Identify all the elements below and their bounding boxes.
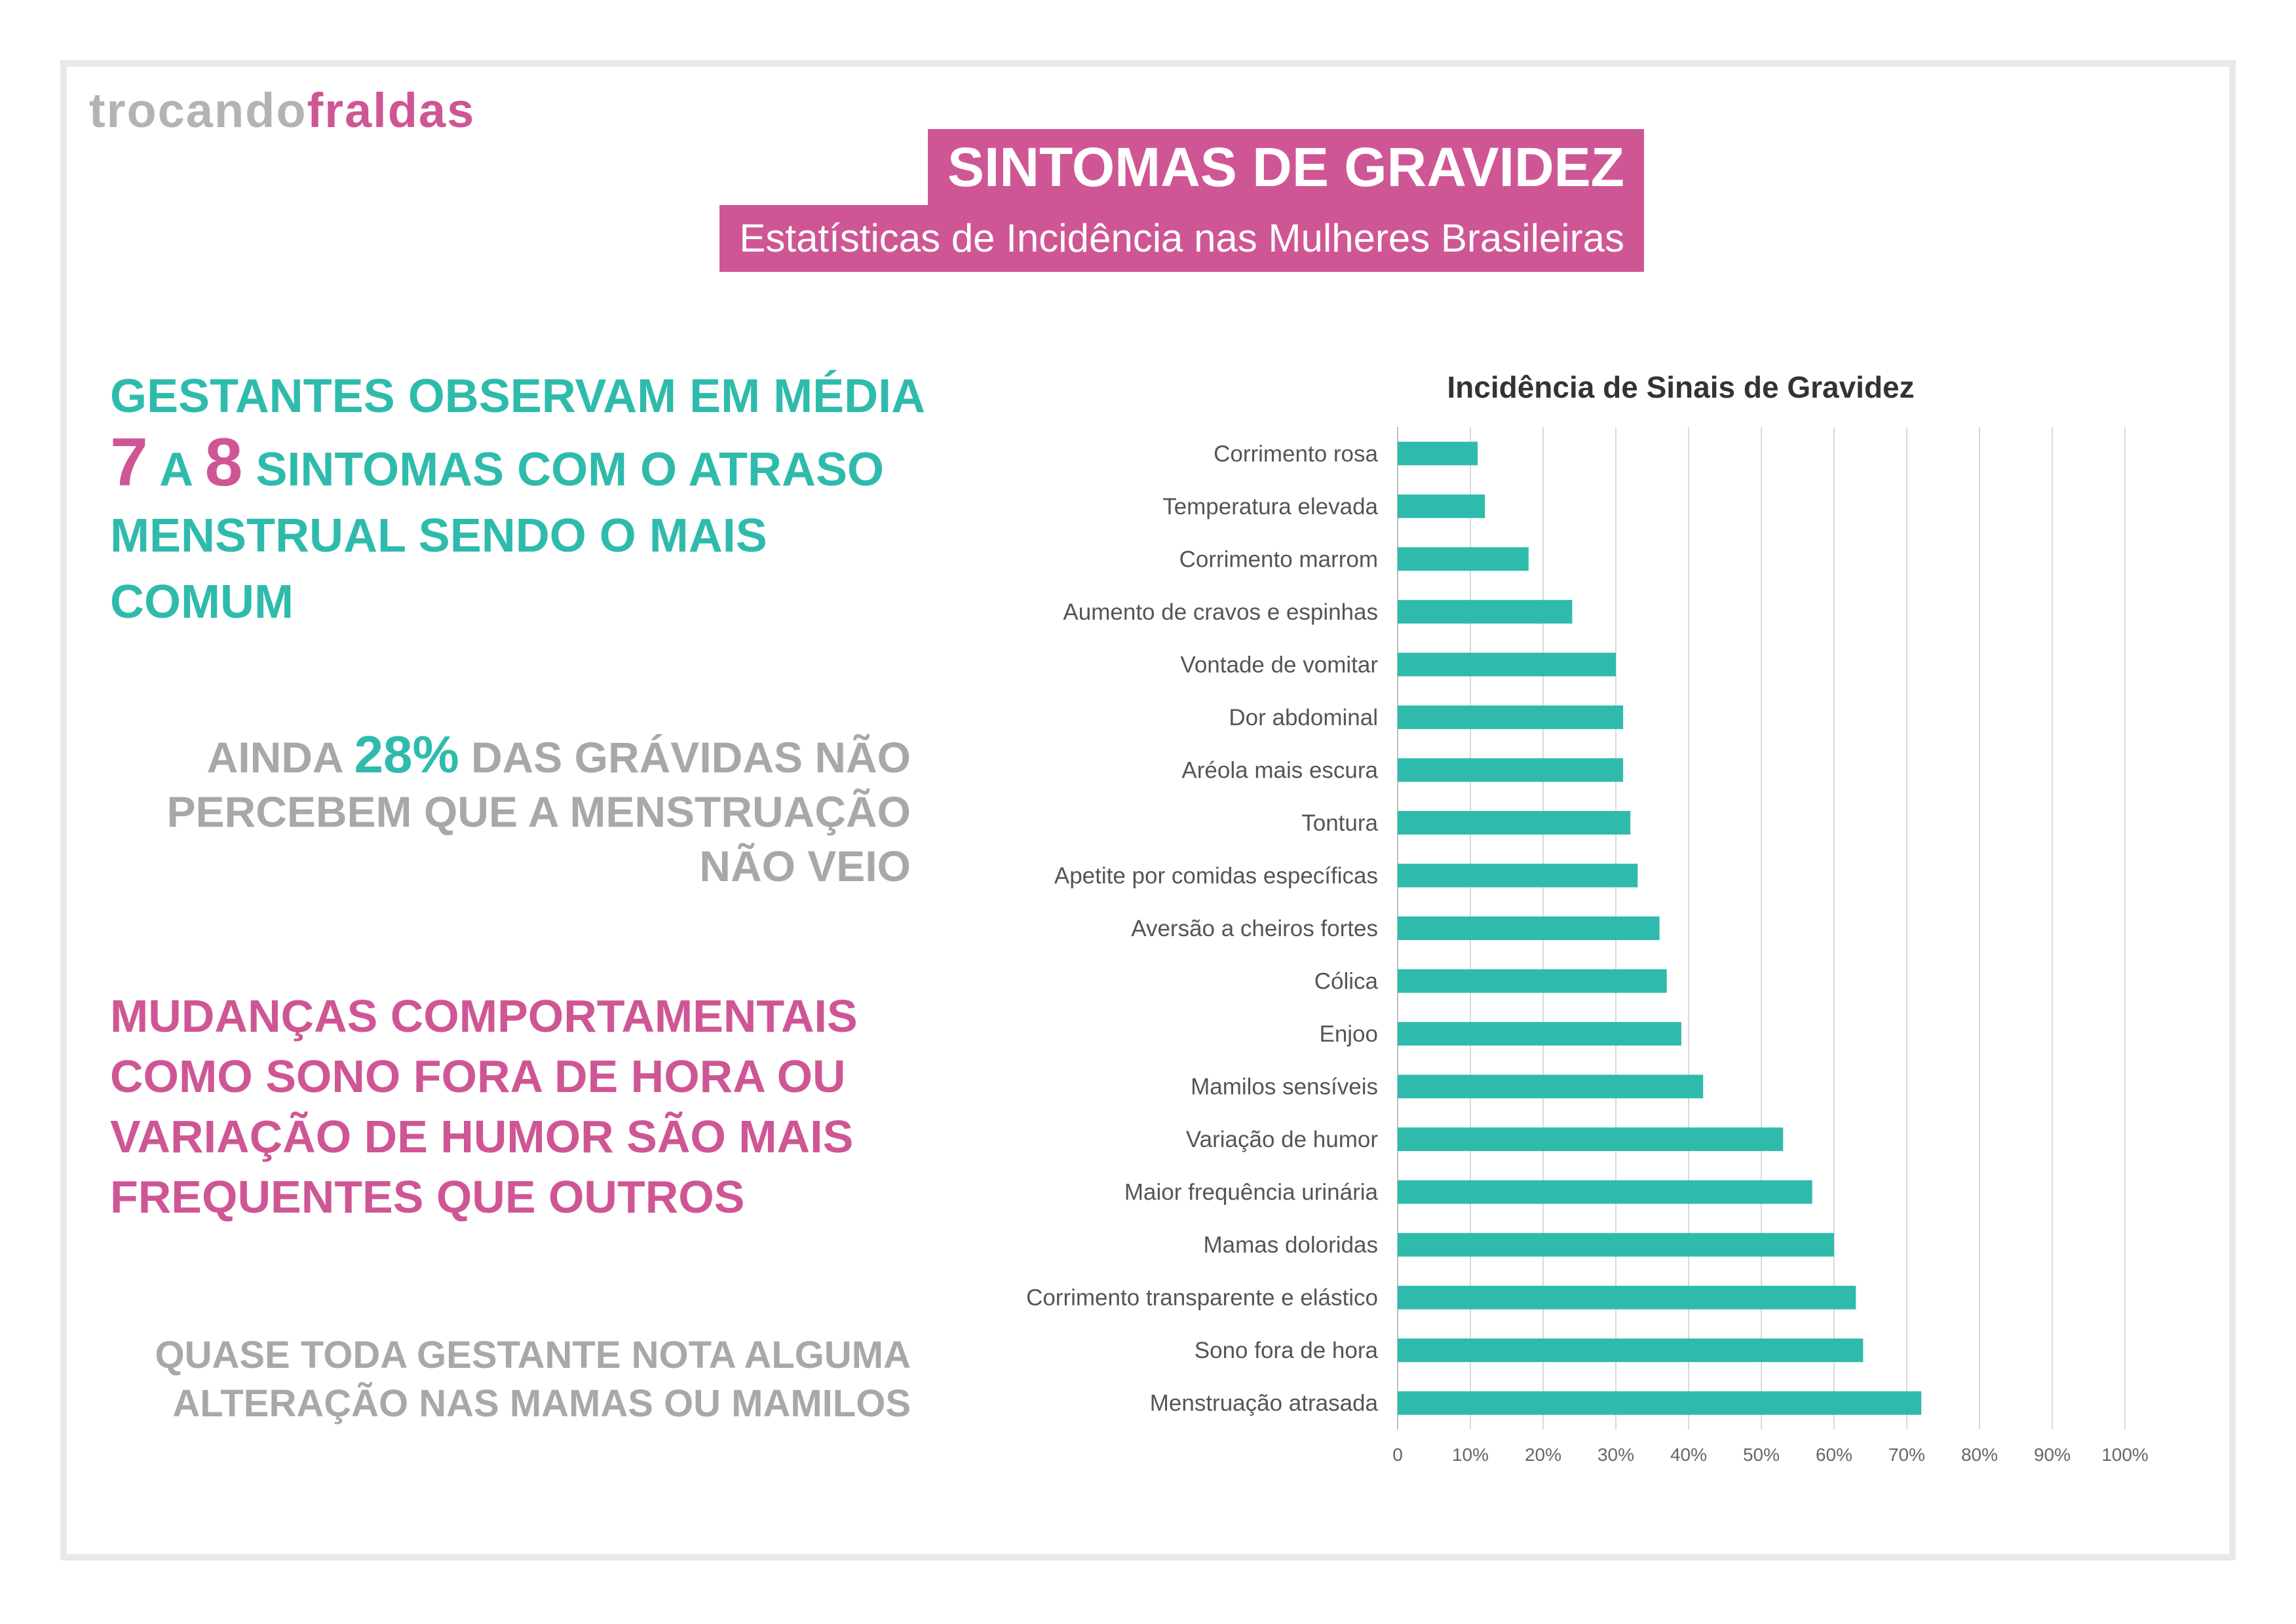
logo-part-1: trocando (89, 83, 307, 138)
x-tick-label: 10% (1452, 1445, 1489, 1465)
brand-logo: trocandofraldas (89, 86, 475, 135)
bar (1398, 1391, 1922, 1415)
category-label: Vontade de vomitar (1180, 652, 1378, 677)
highlight-1-text-c: SINTOMAS COM O ATRASO MENSTRUAL SENDO O … (110, 444, 885, 628)
category-label: Apetite por comidas específicas (1054, 863, 1378, 888)
x-tick-label: 90% (2034, 1445, 2071, 1465)
logo-part-2: fraldas (307, 83, 476, 138)
highlight-behavioral-changes: MUDANÇAS COMPORTAMENTAIS COMO SONO FORA … (110, 991, 858, 1222)
highlight-1-text-a: GESTANTES OBSERVAM EM MÉDIA (110, 370, 924, 423)
category-label: Corrimento marrom (1179, 546, 1378, 572)
category-label: Corrimento rosa (1214, 441, 1378, 466)
bar (1398, 547, 1529, 571)
bar (1398, 442, 1478, 466)
category-label: Aumento de cravos e espinhas (1063, 599, 1378, 625)
x-tick-label: 100% (2101, 1445, 2149, 1465)
x-tick-label: 80% (1961, 1445, 1998, 1465)
bar (1398, 1074, 1704, 1099)
bar (1398, 758, 1624, 782)
category-label: Aréola mais escura (1181, 757, 1378, 783)
bar (1398, 1180, 1812, 1204)
bar (1398, 1338, 1864, 1363)
x-tick-label: 20% (1525, 1445, 1561, 1465)
category-label: Variação de humor (1186, 1127, 1378, 1152)
highlight-1-text-b: A (147, 444, 205, 496)
category-label: Dor abdominal (1229, 705, 1378, 730)
x-tick-label: 50% (1743, 1445, 1780, 1465)
category-label: Cólica (1314, 969, 1379, 994)
bar (1398, 1022, 1681, 1046)
category-label: Aversão a cheiros fortes (1131, 916, 1378, 941)
category-label: Temperatura elevada (1162, 494, 1378, 519)
category-label: Menstruação atrasada (1150, 1391, 1379, 1416)
highlight-1-number-8: 8 (204, 425, 243, 500)
bar (1398, 863, 1638, 888)
highlight-2-text-b: DAS GRÁVIDAS NÃO PERCEBEM QUE A MENSTRUA… (166, 733, 911, 890)
x-tick-label: 60% (1816, 1445, 1852, 1465)
x-tick-label: 70% (1888, 1445, 1925, 1465)
highlight-unnoticed-period: AINDA 28% DAS GRÁVIDAS NÃO PERCEBEM QUE … (131, 727, 911, 894)
category-label: Mamilos sensíveis (1191, 1074, 1378, 1100)
category-label: Tontura (1301, 810, 1378, 836)
bar (1398, 599, 1573, 624)
bar (1398, 705, 1624, 729)
bar (1398, 1285, 1856, 1310)
highlight-average-symptoms: GESTANTES OBSERVAM EM MÉDIA 7 A 8 SINTOM… (110, 364, 936, 635)
page-title: SINTOMAS DE GRAVIDEZ (928, 129, 1644, 205)
highlight-breast-changes: QUASE TODA GESTANTE NOTA ALGUMA ALTERAÇÃ… (155, 1334, 911, 1425)
highlight-2-text-a: AINDA (206, 733, 354, 782)
category-label: Corrimento transparente e elástico (1026, 1285, 1378, 1311)
category-label: Sono fora de hora (1195, 1338, 1379, 1363)
category-label: Mamas doloridas (1204, 1232, 1379, 1258)
bar (1398, 652, 1616, 677)
bar (1398, 494, 1485, 518)
page-subtitle: Estatísticas de Incidência nas Mulheres … (719, 205, 1644, 272)
bar (1398, 916, 1660, 940)
highlight-1-number-7: 7 (110, 425, 148, 500)
bar (1398, 969, 1667, 993)
x-tick-label: 30% (1598, 1445, 1634, 1465)
bar (1398, 1127, 1784, 1152)
category-label: Enjoo (1319, 1021, 1378, 1047)
page-frame (60, 60, 2236, 1560)
bar (1398, 810, 1631, 835)
x-tick-label: 40% (1670, 1445, 1707, 1465)
bar (1398, 1233, 1834, 1257)
category-label: Maior frequência urinária (1124, 1180, 1379, 1205)
chart-title: Incidência de Sinais de Gravidez (1447, 370, 1915, 404)
x-tick-label: 0 (1392, 1445, 1403, 1465)
highlight-2-percent: 28% (354, 725, 459, 784)
